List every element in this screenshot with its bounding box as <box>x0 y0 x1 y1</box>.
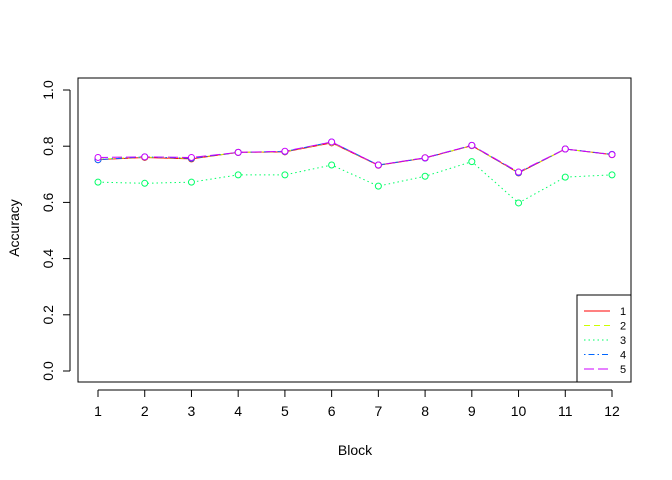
data-point <box>281 171 289 179</box>
legend-box <box>576 294 632 383</box>
x-axis-label: Block <box>338 442 373 458</box>
data-point <box>141 179 149 187</box>
data-point <box>187 153 195 161</box>
series-5 <box>94 138 616 176</box>
legend-label: 2 <box>620 321 626 333</box>
data-point <box>94 178 102 186</box>
data-point <box>608 151 616 159</box>
x-tick-label: 8 <box>421 403 429 419</box>
x-tick-label: 5 <box>281 403 289 419</box>
x-tick-label: 7 <box>374 403 382 419</box>
data-point <box>374 182 382 190</box>
y-tick-label: 0.2 <box>40 305 56 325</box>
data-point <box>281 147 289 155</box>
legend: 1 2 3 4 5 <box>576 294 632 383</box>
series-line <box>97 141 613 173</box>
x-tick-label: 6 <box>328 403 336 419</box>
x-tick-label: 4 <box>234 403 242 419</box>
legend-label: 5 <box>620 364 626 376</box>
series-layer <box>94 138 616 207</box>
x-axis: 1 2 3 4 5 6 7 8 9 10 11 12 <box>94 389 620 419</box>
x-tick-label: 3 <box>188 403 196 419</box>
x-tick-label: 2 <box>141 403 149 419</box>
data-point <box>468 141 476 149</box>
data-point <box>94 153 102 161</box>
y-tick-label: 0.4 <box>40 249 56 269</box>
y-tick-label: 0.6 <box>40 192 56 212</box>
data-point <box>515 168 523 176</box>
data-point <box>515 199 523 207</box>
data-point <box>421 172 429 180</box>
y-axis-label: Accuracy <box>6 199 22 257</box>
data-point <box>328 138 336 146</box>
data-point <box>374 161 382 169</box>
y-axis: 0.0 0.2 0.4 0.6 0.8 1.0 <box>40 80 71 381</box>
x-tick-label: 12 <box>604 403 620 419</box>
plot-frame <box>77 77 632 383</box>
data-point <box>561 145 569 153</box>
data-point <box>468 158 476 166</box>
x-tick-label: 1 <box>94 403 102 419</box>
data-point <box>328 161 336 169</box>
data-point <box>421 154 429 162</box>
data-point <box>141 153 149 161</box>
y-tick-label: 0.8 <box>40 136 56 156</box>
legend-label: 4 <box>620 350 626 362</box>
data-point <box>234 171 242 179</box>
y-tick-label: 1.0 <box>40 80 56 100</box>
data-point <box>561 173 569 181</box>
x-tick-label: 9 <box>468 403 476 419</box>
data-point <box>234 148 242 156</box>
data-point <box>187 178 195 186</box>
series-3 <box>94 158 616 207</box>
x-tick-label: 11 <box>558 403 573 419</box>
y-tick-label: 0.0 <box>40 361 56 381</box>
x-tick-label: 10 <box>511 403 527 419</box>
legend-label: 1 <box>620 306 626 318</box>
data-point <box>608 171 616 179</box>
series-line <box>97 161 613 204</box>
legend-label: 3 <box>620 335 626 347</box>
